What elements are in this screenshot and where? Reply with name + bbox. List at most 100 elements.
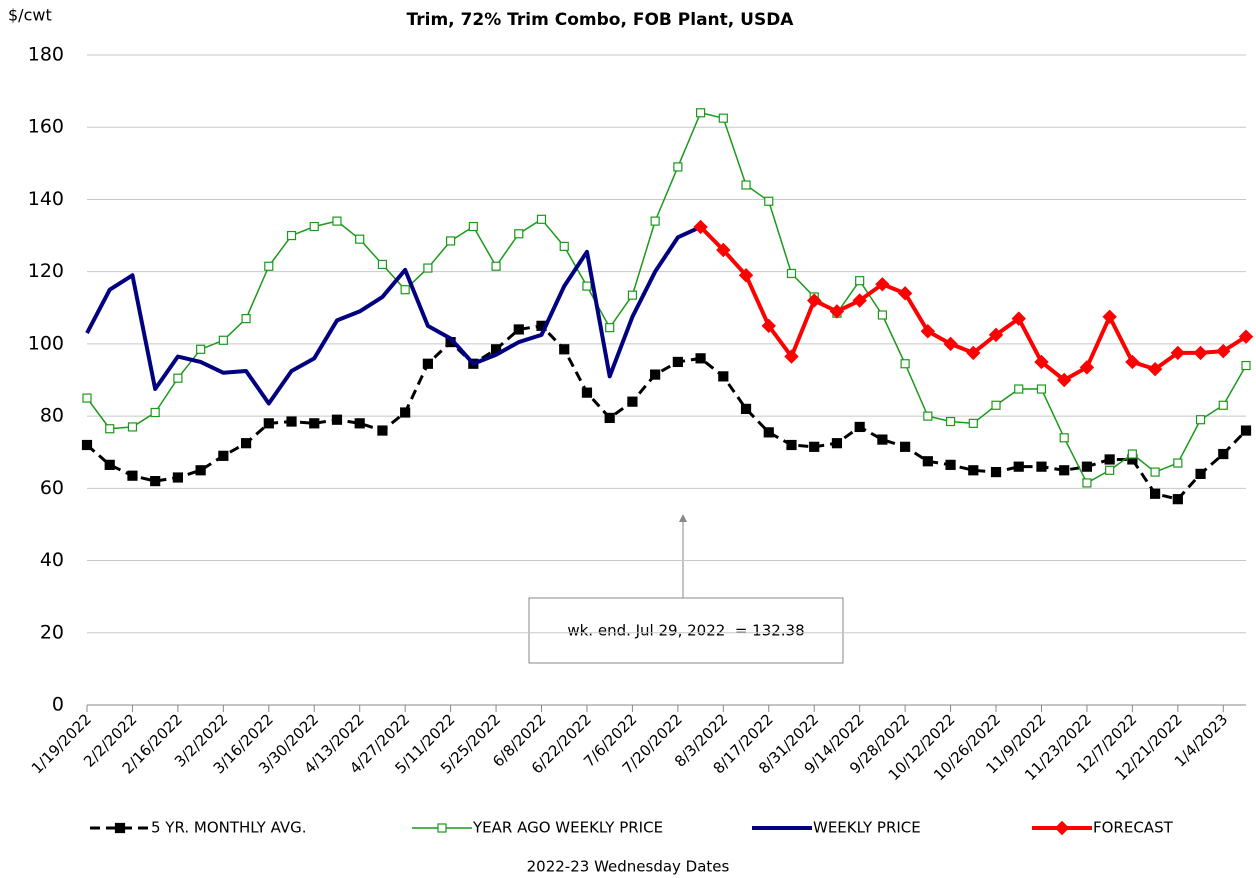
marker [582,281,592,291]
marker [355,234,365,244]
marker [1081,461,1093,472]
marker [809,441,820,452]
marker [104,459,115,470]
marker [673,162,683,172]
marker [559,241,569,251]
marker [718,371,729,382]
marker [400,285,410,295]
marker [672,356,683,368]
marker [1013,461,1024,472]
x-tick-label: 1/19/2022 [28,710,95,777]
y-tick-label: 0 [52,694,64,716]
legend-item: YEAR AGO WEEKLY PRICE [412,819,663,837]
marker [854,421,865,433]
marker [127,422,138,432]
marker [829,304,845,319]
marker [764,196,774,206]
marker [627,290,638,300]
marker [786,439,797,451]
marker [900,359,910,369]
marker [286,416,297,427]
marker [309,418,320,429]
marker [650,369,661,380]
marker [581,387,593,398]
marker [763,427,774,438]
marker [240,438,252,449]
series [81,320,1252,505]
marker [786,268,797,279]
series-line [86,112,1247,484]
marker [1014,384,1024,394]
legend-label: FORECAST [1093,819,1174,837]
marker [761,318,776,334]
annotation-arrowhead [679,514,687,522]
marker [1172,494,1183,505]
marker [559,344,570,355]
marker [354,418,365,429]
marker [468,221,478,232]
y-tick-label: 20 [40,621,64,643]
marker [1195,415,1206,425]
marker [877,434,888,445]
marker [513,324,524,335]
marker [114,822,126,834]
marker [81,439,93,451]
marker [716,242,731,258]
y-tick-label: 140 [28,188,64,210]
marker [966,345,981,361]
marker [784,349,799,364]
series-line [86,324,1248,501]
marker [695,108,706,118]
marker [968,465,979,476]
y-tick-label: 80 [40,405,64,427]
marker [741,180,751,190]
marker [1149,488,1161,499]
marker [831,438,843,449]
marker [309,221,319,232]
y-axis-label: $/cwt [8,6,52,25]
annotation-text: wk. end. Jul 29, 2022 = 132.38 [567,622,804,640]
marker [968,418,978,428]
marker [82,393,92,403]
marker [1125,354,1140,370]
marker [1193,345,1208,361]
marker [988,327,1004,343]
marker [377,259,388,270]
marker [900,441,911,452]
marker [945,416,956,427]
marker [1147,361,1163,377]
marker [286,230,297,241]
marker [437,823,447,833]
marker [1011,311,1026,326]
marker [241,314,251,324]
marker [943,336,958,352]
marker [218,335,228,345]
marker [1173,458,1183,468]
series-line [85,225,702,406]
grid [87,54,1246,634]
marker [1150,467,1160,477]
marker [875,277,890,292]
marker [1102,309,1117,325]
marker [1082,478,1092,488]
marker [491,261,501,271]
marker [1240,425,1252,436]
marker [990,466,1002,478]
marker [1195,468,1206,479]
y-tick-label: 40 [40,549,64,571]
y-tick-label: 160 [28,116,64,138]
marker [855,276,865,286]
legend-label: 5 YR. MONTHLY AVG. [151,819,307,837]
legend-label: WEEKLY PRICE [813,819,921,837]
series [82,108,1251,488]
marker [991,400,1001,410]
marker [650,216,660,226]
marker [263,418,274,429]
marker [695,353,706,364]
marker [105,424,115,434]
marker [920,324,936,339]
marker [738,268,754,283]
marker [150,407,160,418]
x-axis-label: 2022-23 Wednesday Dates [527,858,730,876]
